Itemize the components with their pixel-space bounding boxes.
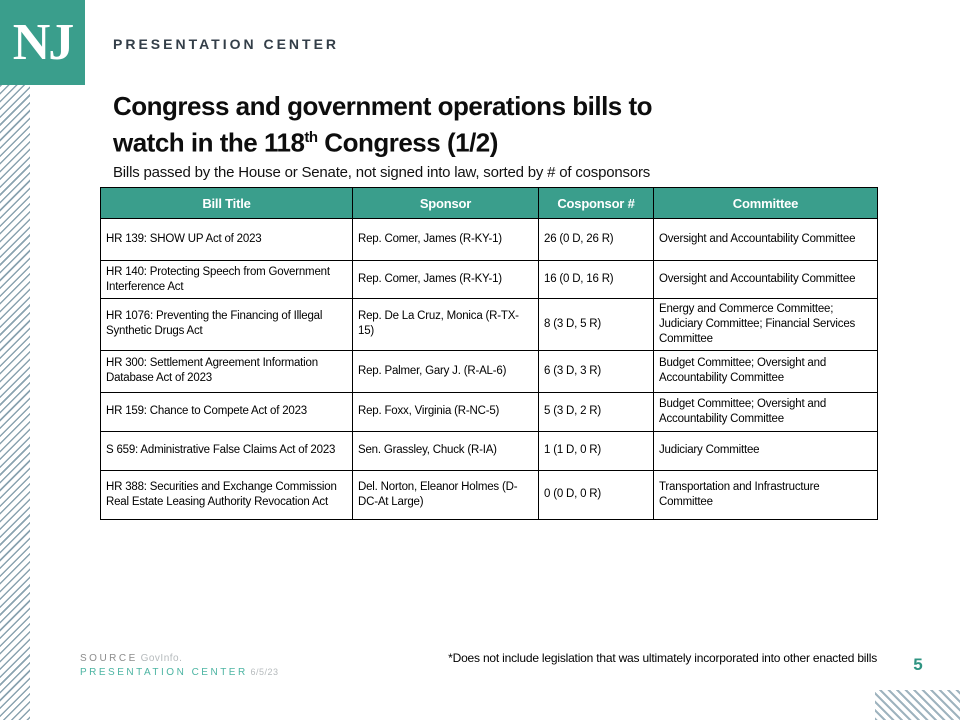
table-row: S 659: Administrative False Claims Act o… <box>100 430 878 471</box>
slide-subtitle: Bills passed by the House or Senate, not… <box>113 163 651 181</box>
nj-logo: NJ <box>0 0 85 85</box>
cell-bill-title: HR 1076: Preventing the Financing of Ill… <box>100 298 353 351</box>
cell-bill-title: HR 140: Protecting Speech from Governmen… <box>100 260 353 299</box>
column-header-bill-title: Bill Title <box>100 187 353 219</box>
cell-cosponsor: 8 (3 D, 5 R) <box>538 298 654 351</box>
source-label: SOURCE <box>80 653 138 664</box>
cell-sponsor: Rep. Palmer, Gary J. (R-AL-6) <box>352 349 539 393</box>
cell-cosponsor: 1 (1 D, 0 R) <box>538 430 654 471</box>
cell-committee: Transportation and Infrastructure Commit… <box>653 469 878 520</box>
cell-bill-title: S 659: Administrative False Claims Act o… <box>100 430 353 471</box>
slide-title: Congress and government operations bills… <box>113 91 653 158</box>
diagonal-stripes-bottom-right <box>875 690 960 720</box>
superscript-th: th <box>304 129 318 146</box>
table-row: HR 388: Securities and Exchange Commissi… <box>100 469 878 520</box>
cell-bill-title: HR 300: Settlement Agreement Information… <box>100 349 353 393</box>
footnote: *Does not include legislation that was u… <box>448 651 877 665</box>
bills-table: Bill Title Sponsor Cosponsor # Committee… <box>100 187 878 520</box>
footer-brand-label: PRESENTATION CENTER <box>80 667 248 678</box>
cell-sponsor: Del. Norton, Eleanor Holmes (D-DC-At Lar… <box>352 469 539 520</box>
source-block: SOURCE GovInfo. PRESENTATION CENTER 6/5/… <box>80 653 279 681</box>
cell-committee: Budget Committee; Oversight and Accounta… <box>653 349 878 393</box>
table-row: HR 140: Protecting Speech from Governmen… <box>100 260 878 299</box>
table-header-row: Bill Title Sponsor Cosponsor # Committee <box>100 187 878 219</box>
page-number: 5 <box>913 655 923 674</box>
cell-committee: Budget Committee; Oversight and Accounta… <box>653 391 878 432</box>
cell-sponsor: Rep. Comer, James (R-KY-1) <box>352 260 539 299</box>
cell-cosponsor: 5 (3 D, 2 R) <box>538 391 654 432</box>
cell-committee: Energy and Commerce Committee; Judiciary… <box>653 298 878 351</box>
table-row: HR 300: Settlement Agreement Information… <box>100 349 878 393</box>
cell-cosponsor: 6 (3 D, 3 R) <box>538 349 654 393</box>
diagonal-stripes-left <box>0 85 30 720</box>
cell-committee: Oversight and Accountability Committee <box>653 218 878 261</box>
column-header-committee: Committee <box>653 187 878 219</box>
cell-sponsor: Rep. De La Cruz, Monica (R-TX-15) <box>352 298 539 351</box>
cell-committee: Oversight and Accountability Committee <box>653 260 878 299</box>
cell-sponsor: Rep. Comer, James (R-KY-1) <box>352 218 539 261</box>
source-value: GovInfo. <box>140 653 183 664</box>
cell-sponsor: Rep. Foxx, Virginia (R-NC-5) <box>352 391 539 432</box>
nj-logo-text: NJ <box>12 14 75 71</box>
table-row: HR 139: SHOW UP Act of 2023 Rep. Comer, … <box>100 218 878 261</box>
footer-date: 6/5/23 <box>250 667 279 677</box>
cell-committee: Judiciary Committee <box>653 430 878 471</box>
cell-bill-title: HR 388: Securities and Exchange Commissi… <box>100 469 353 520</box>
presentation-center-label: PRESENTATION CENTER <box>113 36 340 52</box>
cell-cosponsor: 16 (0 D, 16 R) <box>538 260 654 299</box>
table-row: HR 1076: Preventing the Financing of Ill… <box>100 298 878 351</box>
cell-bill-title: HR 159: Chance to Compete Act of 2023 <box>100 391 353 432</box>
cell-cosponsor: 26 (0 D, 26 R) <box>538 218 654 261</box>
title-block: Congress and government operations bills… <box>113 90 833 181</box>
cell-bill-title: HR 139: SHOW UP Act of 2023 <box>100 218 353 261</box>
column-header-sponsor: Sponsor <box>352 187 539 219</box>
column-header-cosponsor: Cosponsor # <box>538 187 654 219</box>
cell-cosponsor: 0 (0 D, 0 R) <box>538 469 654 520</box>
cell-sponsor: Sen. Grassley, Chuck (R-IA) <box>352 430 539 471</box>
table-row: HR 159: Chance to Compete Act of 2023 Re… <box>100 391 878 432</box>
